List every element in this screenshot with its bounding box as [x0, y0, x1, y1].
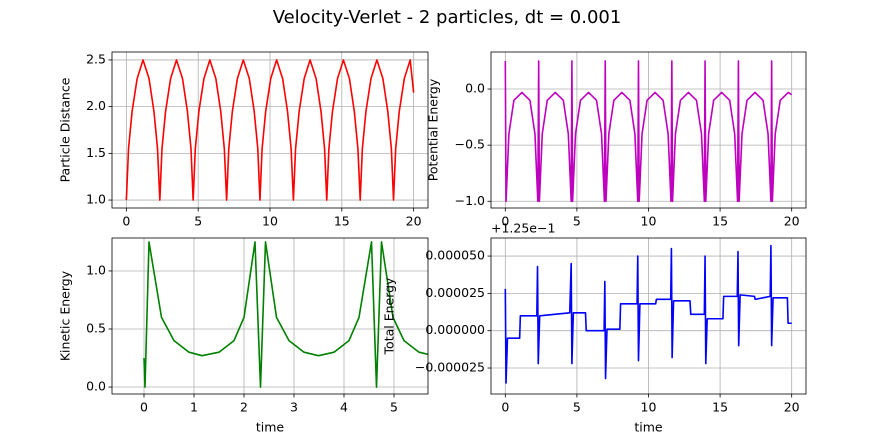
x-tick-label: 5 — [390, 400, 398, 415]
y-tick-label: −0.000025 — [415, 360, 485, 375]
figure-title: Velocity-Verlet - 2 particles, dt = 0.00… — [273, 7, 622, 28]
x-axis-label: time — [634, 420, 663, 435]
y-axis-label: Particle Distance — [58, 77, 73, 182]
y-axis-label: Total Energy — [382, 277, 397, 356]
x-tick-label: 3 — [290, 400, 298, 415]
data-line — [125, 59, 415, 201]
y-tick-label: 0.000025 — [425, 285, 485, 300]
x-tick-label: 5 — [573, 214, 581, 229]
data-line — [143, 241, 428, 388]
x-tick-label: 15 — [712, 400, 728, 415]
x-tick-label: 5 — [194, 214, 202, 229]
x-tick-label: 15 — [712, 214, 728, 229]
x-tick-label: 0 — [122, 214, 130, 229]
x-tick-label: 0 — [501, 400, 509, 415]
axes-frame — [111, 51, 429, 209]
x-tick-label: 15 — [334, 214, 350, 229]
y-tick-label: −0.5 — [455, 137, 485, 152]
x-tick-label: 20 — [784, 214, 800, 229]
y-tick-label: 1.5 — [86, 145, 106, 160]
axes-frame — [490, 51, 807, 209]
y-tick-label: 2.0 — [86, 98, 106, 113]
axes-frame — [490, 237, 807, 395]
data-line — [504, 60, 793, 203]
x-tick-label: 0 — [140, 400, 148, 415]
y-tick-label: 2.5 — [86, 51, 106, 66]
x-tick-label: 4 — [340, 400, 348, 415]
x-tick-label: 2 — [240, 400, 248, 415]
x-tick-label: 10 — [641, 214, 657, 229]
x-tick-label: 1 — [190, 400, 198, 415]
plot-area — [125, 59, 415, 201]
axes-frame — [111, 237, 429, 395]
offset-text: +1.25e−1 — [491, 221, 555, 236]
plot-area — [504, 60, 793, 203]
x-tick-label: 20 — [406, 214, 422, 229]
x-tick-label: 10 — [641, 400, 657, 415]
data-line — [504, 244, 792, 384]
x-axis-label: time — [256, 420, 285, 435]
y-axis-label: Potential Energy — [426, 78, 441, 181]
x-tick-label: 20 — [784, 400, 800, 415]
x-tick-label: 10 — [262, 214, 278, 229]
x-tick-label: 5 — [573, 400, 581, 415]
y-tick-label: 0.5 — [86, 321, 106, 336]
y-tick-label: 0.000000 — [425, 322, 485, 337]
y-tick-label: 0.000050 — [425, 248, 485, 263]
y-tick-label: 0.0 — [465, 81, 485, 96]
y-tick-label: −1.0 — [455, 193, 485, 208]
y-tick-label: 1.0 — [86, 262, 106, 277]
y-tick-label: 1.0 — [86, 192, 106, 207]
plot-area — [143, 241, 428, 388]
y-tick-label: 0.0 — [86, 379, 106, 394]
plot-area — [504, 244, 792, 384]
x-tick-label: 0 — [501, 214, 509, 229]
y-axis-label: Kinetic Energy — [58, 270, 73, 361]
